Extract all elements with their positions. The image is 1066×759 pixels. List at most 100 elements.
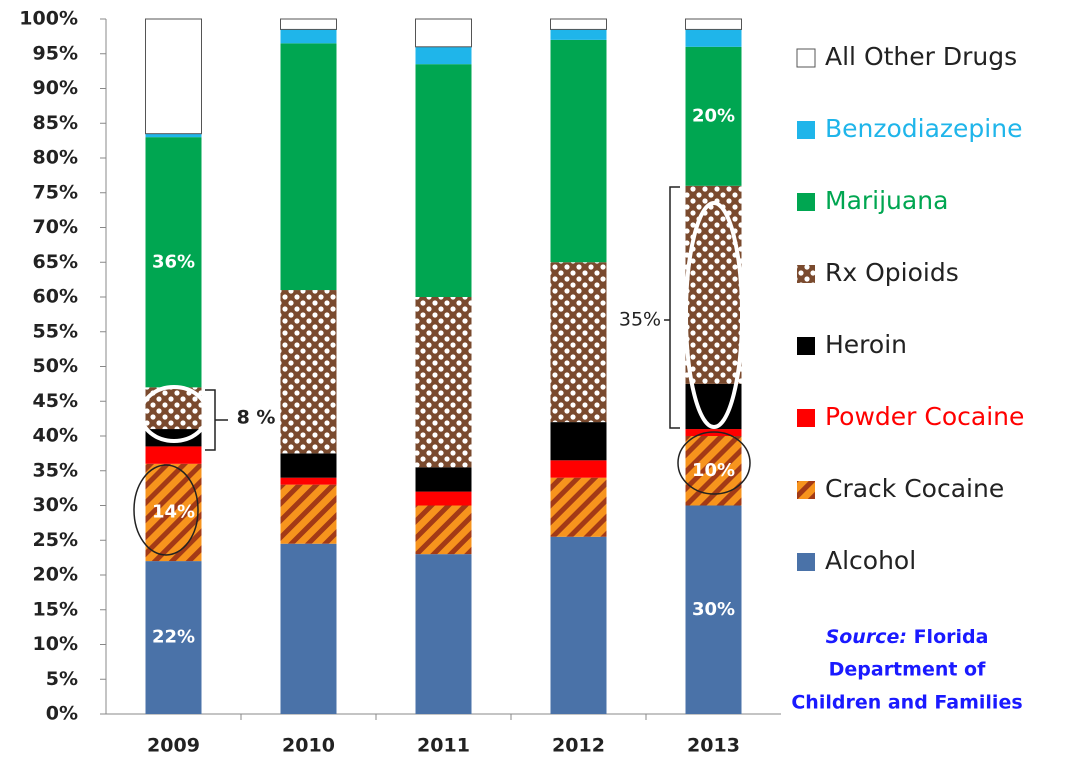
y-tick-label: 75% <box>33 181 78 203</box>
legend-label: Crack Cocaine <box>825 474 1004 503</box>
y-tick-label: 25% <box>33 529 78 551</box>
bar-segment <box>550 18 607 30</box>
y-tick-label: 50% <box>33 355 78 377</box>
x-tick-label: 2012 <box>552 735 605 757</box>
y-tick-label: 30% <box>33 494 78 516</box>
x-tick-label: 2013 <box>687 735 740 757</box>
legend-swatch <box>797 337 815 355</box>
legend-label: Marijuana <box>825 186 948 215</box>
bar-segment <box>685 29 742 47</box>
highlight-ellipse <box>677 431 751 495</box>
bar-segment <box>145 446 202 464</box>
bar-segment <box>280 453 337 478</box>
x-tick-label: 2010 <box>282 735 335 757</box>
bar-segment <box>415 297 472 468</box>
bar-segment <box>145 137 202 388</box>
bar-segment <box>550 29 607 40</box>
bar-segment <box>280 18 337 30</box>
bar-segment <box>280 484 337 544</box>
bar-segment <box>280 43 337 291</box>
y-tick-label: 55% <box>33 320 78 342</box>
legend-label: Heroin <box>825 330 907 359</box>
bar-segment <box>415 491 472 506</box>
legend-label: Powder Cocaine <box>825 402 1024 431</box>
bar-segment <box>280 29 337 44</box>
legend-swatch <box>797 193 815 211</box>
legend-swatch <box>797 553 815 571</box>
annotation: 35% <box>619 309 661 331</box>
bar-segment <box>685 505 742 714</box>
bar-segment <box>415 64 472 297</box>
bar-segment <box>415 467 472 492</box>
y-tick-label: 0% <box>46 703 78 725</box>
bar-segment <box>280 477 337 485</box>
bar-segment <box>685 185 742 384</box>
bar-segment <box>550 477 607 537</box>
legend-swatch <box>797 265 815 283</box>
data-label: 10% <box>692 460 735 481</box>
bar-segment <box>685 18 742 30</box>
y-tick-label: 10% <box>33 633 78 655</box>
legend-swatch <box>797 481 815 499</box>
bar-segment <box>145 429 202 447</box>
annotations: 8 % 35% Source: Florida Department of Ch… <box>133 186 1023 714</box>
bar-segment <box>550 460 607 478</box>
bracket <box>664 186 680 429</box>
y-tick-label: 20% <box>33 564 78 586</box>
bar-segment <box>145 18 202 135</box>
y-tick-label: 40% <box>33 425 78 447</box>
bar-segment <box>145 133 202 138</box>
highlight-ellipse <box>684 201 744 429</box>
data-label: 36% <box>152 251 195 272</box>
x-tick-label: 2011 <box>417 735 470 757</box>
legend-swatch <box>797 409 815 427</box>
y-tick-label: 5% <box>46 668 78 690</box>
bar-segment <box>145 463 202 562</box>
plot: 0% 5% 10% 15% 20% 25% 30% 35% 40% 45% 50% 55% 60% 65%… <box>19 8 1024 757</box>
annotation: 8 % <box>237 407 276 429</box>
bar-segment <box>685 46 742 186</box>
bar-segment <box>415 18 472 48</box>
bar-segment <box>145 561 202 714</box>
y-tick-label: 70% <box>33 216 78 238</box>
bar-segment <box>550 262 607 423</box>
y-tick-label: 60% <box>33 286 78 308</box>
y-tick-label: 90% <box>33 77 78 99</box>
bar-segment <box>415 505 472 555</box>
bracket <box>205 389 228 451</box>
y-tick-label: 85% <box>33 112 78 134</box>
bar-segment <box>550 39 607 263</box>
y-tick-label: 65% <box>33 251 78 273</box>
data-label: 30% <box>692 599 735 620</box>
y-tick-label: 45% <box>33 390 78 412</box>
highlight-ellipse <box>139 385 209 443</box>
bar-segment <box>415 554 472 714</box>
legend-swatch <box>797 121 815 139</box>
y-tick-label: 100% <box>19 8 78 30</box>
bar-segment <box>415 46 472 65</box>
bar-segment <box>280 290 337 454</box>
y-tick-label: 95% <box>33 42 78 64</box>
legend-label: Benzodiazepine <box>825 114 1022 143</box>
y-tick-label: 15% <box>33 598 78 620</box>
source-text: Department of <box>829 659 986 681</box>
legend-label: Rx Opioids <box>825 258 959 287</box>
legend-label: Alcohol <box>825 546 916 575</box>
bar-segment <box>550 422 607 461</box>
legend-label: All Other Drugs <box>825 42 1017 71</box>
source-text: Florida <box>914 626 989 648</box>
source-line: Source: Florida <box>826 626 989 648</box>
y-tick-label: 35% <box>33 459 78 481</box>
x-tick-label: 2009 <box>147 735 200 757</box>
bar-segment <box>550 536 607 714</box>
highlight-ellipse <box>133 464 199 556</box>
source-label: Source: <box>826 626 907 648</box>
data-label: 14% <box>152 501 195 522</box>
data-label: 20% <box>692 105 735 126</box>
legend-swatch <box>796 48 816 68</box>
y-tick-label: 80% <box>33 147 78 169</box>
bar-segment <box>280 543 337 714</box>
source-text: Children and Families <box>791 692 1022 714</box>
data-label: 22% <box>152 627 195 648</box>
